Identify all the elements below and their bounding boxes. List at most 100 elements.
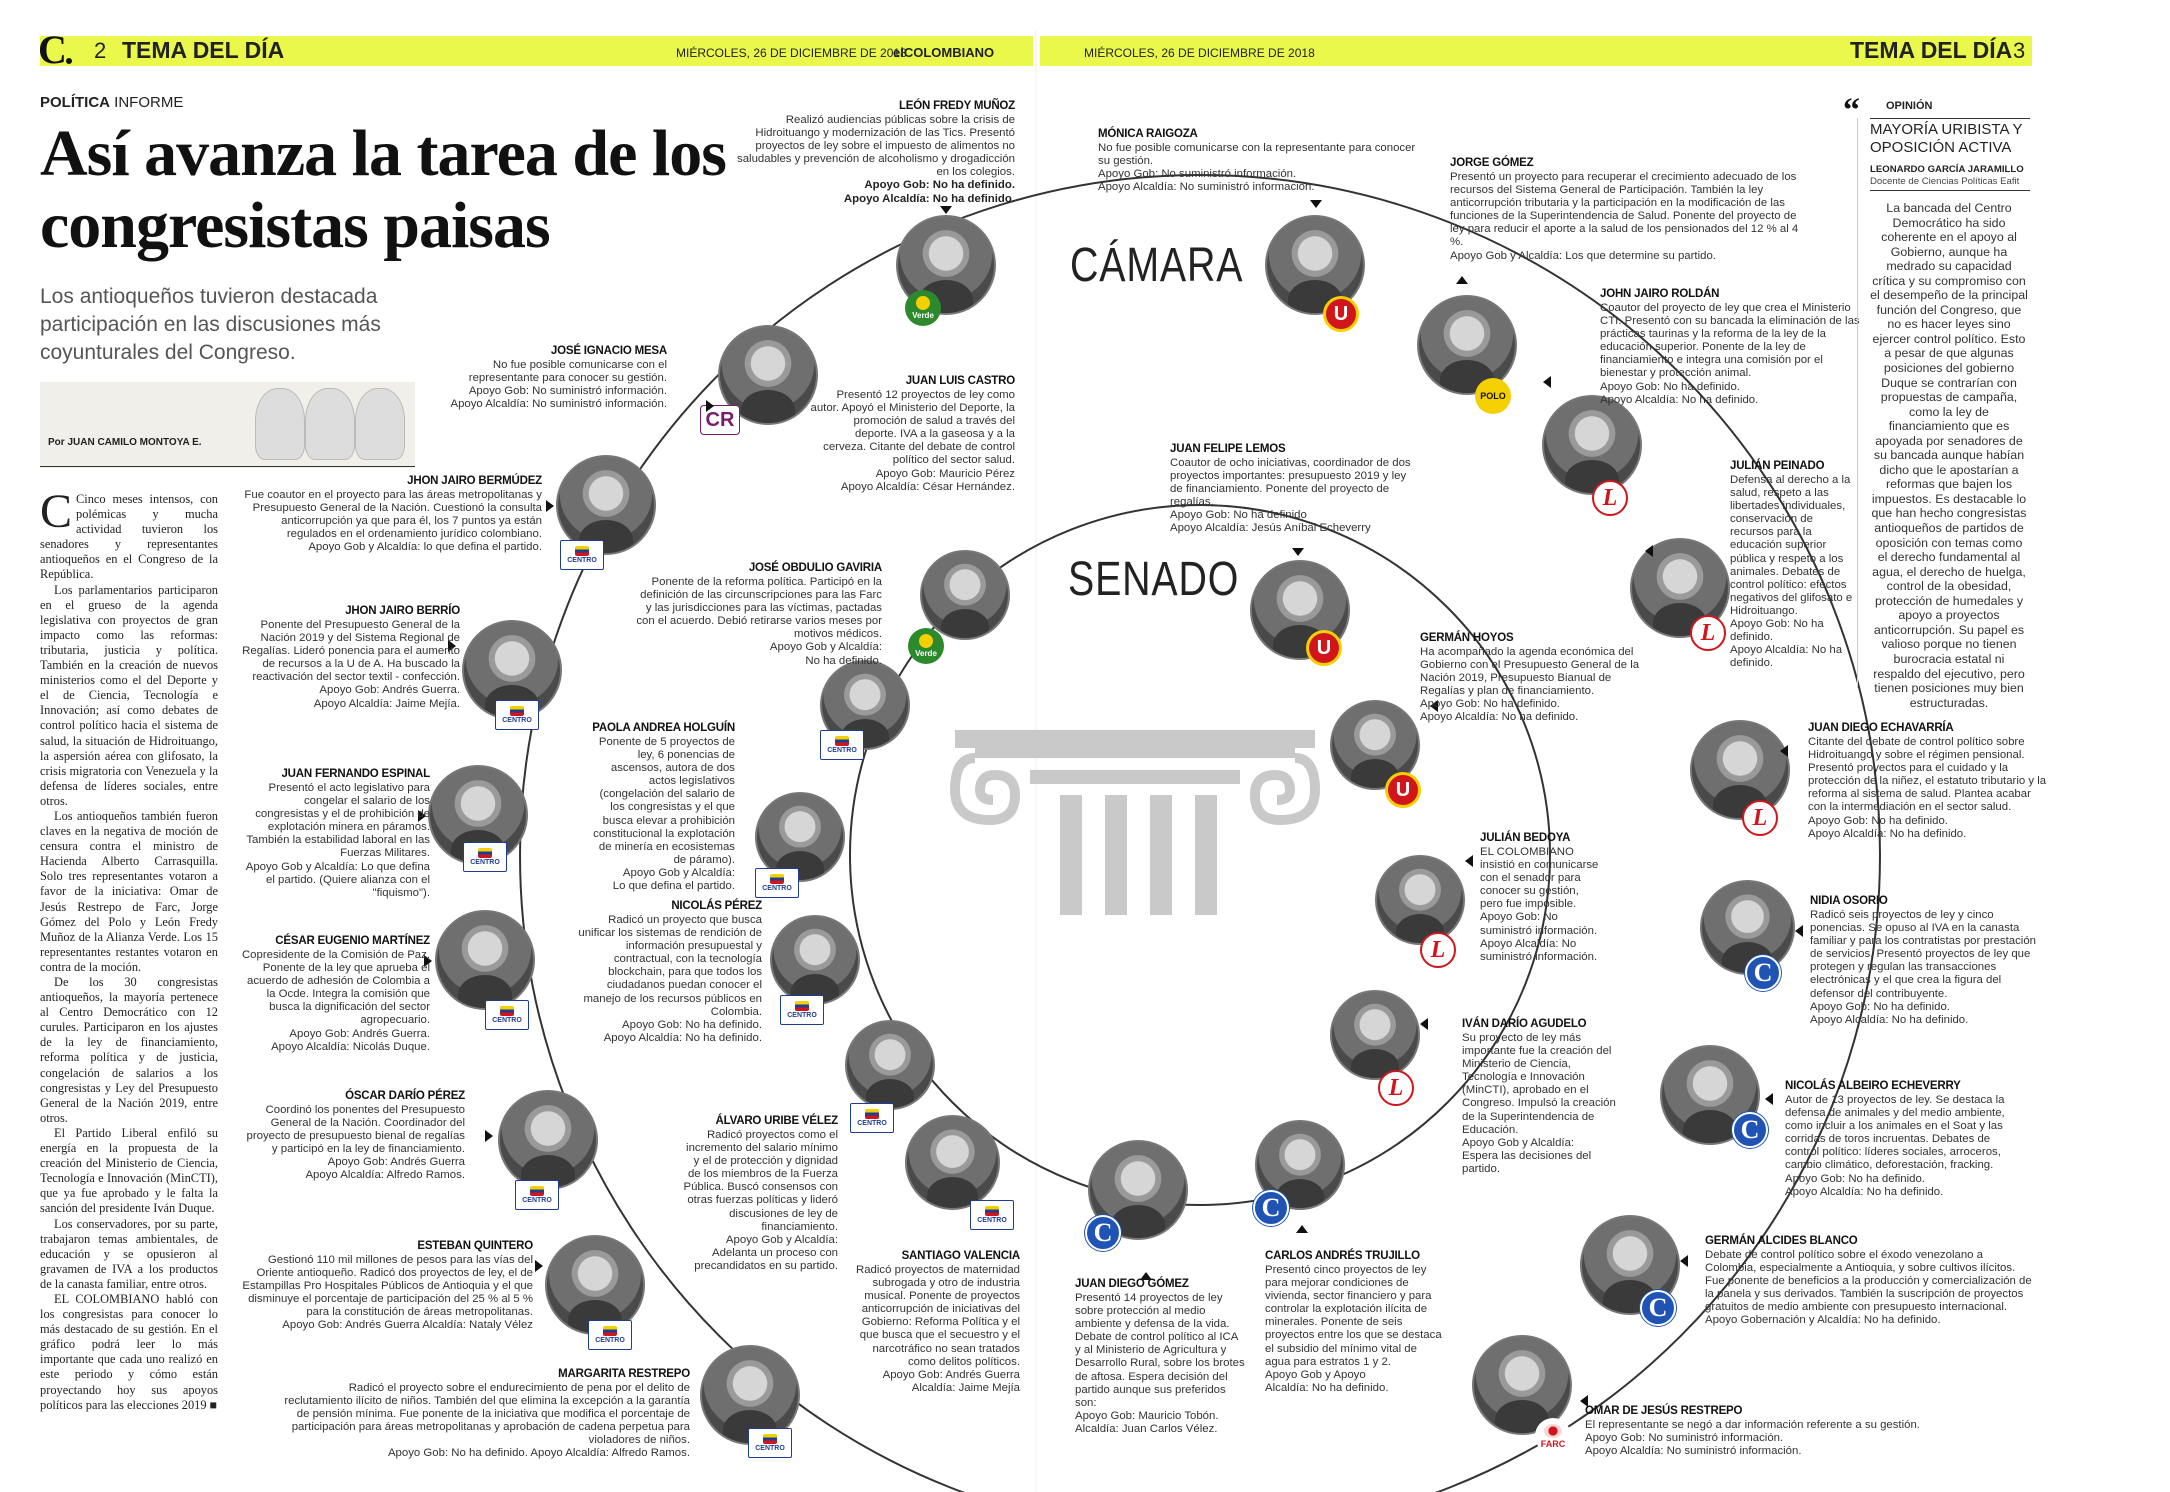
profile-juan-diego-gomez: JUAN DIEGO GÓMEZ Presentó 14 proyectos d… bbox=[1075, 1278, 1245, 1436]
profile-support-gov: Apoyo Gob y Alcaldía: lo que defina el p… bbox=[308, 541, 542, 554]
profile-name: NICOLÁS ALBEIRO ECHEVERRY bbox=[1785, 1080, 1961, 1092]
profile-description: Presentó el acto legislativo para congel… bbox=[246, 782, 430, 860]
profile-description: No fue posible comunicarse con el repres… bbox=[468, 359, 667, 385]
centro-party-icon: CENTRO bbox=[820, 730, 864, 760]
profile-name: CARLOS ANDRÉS TRUJILLO bbox=[1265, 1250, 1420, 1262]
profile-name: JUAN FERNANDO ESPINAL bbox=[281, 768, 430, 780]
profile-support-city: No ha definido. bbox=[805, 654, 882, 667]
profile-description: Radicó el proyecto sobre el endurecimien… bbox=[284, 1382, 690, 1447]
pointer-arrow bbox=[485, 1130, 493, 1142]
pointer-arrow bbox=[1310, 200, 1322, 208]
quote-icon: “ bbox=[1843, 92, 1860, 129]
page-number-right: 3 bbox=[2013, 38, 2026, 63]
date-left: MIÉRCOLES, 26 DE DICIEMBRE DE 2018 bbox=[676, 46, 907, 60]
profile-support-gov: Apoyo Gob: Andrés Guerra bbox=[327, 1156, 465, 1169]
portrait-nicolas-perez bbox=[770, 915, 860, 1005]
profile-juan-felipe-lemos: JUAN FELIPE LEMOS Coautor de ocho inicia… bbox=[1170, 443, 1420, 536]
centro-party-icon: CENTRO bbox=[495, 700, 539, 730]
portrait-santiago-valencia bbox=[905, 1115, 1000, 1210]
profile-omar-de-jesus-restrepo: OMAR DE JESÚS RESTREPO El representante … bbox=[1585, 1405, 2005, 1458]
profile-support-city: Apoyo Alcaldía: Jesús Aníbal Echeverry bbox=[1170, 522, 1371, 535]
profile-description: EL COLOMBIANO insistió en comunicarse co… bbox=[1480, 846, 1599, 911]
profile-support-gov: Apoyo Gob y Alcaldía: bbox=[1462, 1136, 1575, 1149]
opinion-divider bbox=[1857, 118, 1858, 688]
body-paragraph: Los antioqueños también fueron claves en… bbox=[40, 808, 218, 974]
portrait-nidia-osorio bbox=[1700, 880, 1795, 975]
pointer-arrow bbox=[1296, 1225, 1308, 1233]
pointer-arrow bbox=[1140, 1272, 1152, 1280]
profile-name: GERMÁN HOYOS bbox=[1420, 632, 1514, 644]
profile-description: No fue posible comunicarse con la repres… bbox=[1098, 142, 1416, 168]
profile-support-city: Alcaldía: Jaime Mejía bbox=[911, 1381, 1020, 1394]
profile-support-city: Adelanta un proceso con precandidatos en… bbox=[694, 1246, 838, 1272]
profile-julian-bedoya: JULIÁN BEDOYA EL COLOMBIANO insistió en … bbox=[1480, 832, 1600, 964]
profile-support-gov: Apoyo Gob: No ha definido. bbox=[1808, 814, 1948, 827]
profile-support-gov: Apoyo Gob y Alcaldía: bbox=[622, 866, 735, 879]
divider bbox=[1870, 190, 2030, 191]
portrait-cesar-eugenio-martinez bbox=[435, 910, 535, 1010]
portrait-jorge-gomez bbox=[1417, 295, 1517, 395]
profile-german-alcides-blanco: GERMÁN ALCIDES BLANCO Debate de control … bbox=[1705, 1235, 2035, 1328]
portrait-juan-diego-gomez bbox=[1088, 1140, 1188, 1240]
divider bbox=[1870, 118, 2030, 119]
profile-support-city: Apoyo Alcaldía: Alfredo Ramos. bbox=[305, 1169, 465, 1182]
profile-support-gov: Apoyo Gob y Alcaldía: Los que determine … bbox=[1450, 249, 1716, 262]
brand-name: elCOLOMBIANO bbox=[893, 45, 995, 60]
profile-support-gov: Apoyo Gob: Andrés Guerra bbox=[882, 1368, 1020, 1381]
profile-support-city: Apoyo Alcaldía: No ha definido. bbox=[1730, 644, 1843, 670]
profile-support-city: Alcaldía: No ha definido. bbox=[1265, 1381, 1389, 1394]
profile-support-city: Apoyo Alcaldía: No ha definido. bbox=[1810, 1013, 1969, 1026]
pointer-arrow bbox=[1420, 1018, 1428, 1030]
profile-support-gov: Apoyo Gob: No ha definido. Apoyo Alcaldí… bbox=[387, 1447, 690, 1460]
logo-dot bbox=[66, 58, 72, 64]
pointer-arrow bbox=[418, 810, 426, 822]
profile-jhon-jairo-bermudez: JHON JAIRO BERMÚDEZ Fue coautor en el pr… bbox=[242, 475, 542, 554]
portrait-julian-bedoya bbox=[1375, 855, 1465, 945]
profile-description: Ponente de la reforma política. Particip… bbox=[636, 576, 882, 641]
profile-carlos-andres-trujillo: CARLOS ANDRÉS TRUJILLO Presentó cinco pr… bbox=[1265, 1250, 1445, 1395]
author-face bbox=[255, 388, 305, 460]
profile-name: LEÓN FREDY MUÑOZ bbox=[898, 100, 1015, 112]
profile-description: Presentó 12 proyectos de ley como autor.… bbox=[810, 389, 1015, 467]
body-paragraph: Cinco meses intensos, con polémicas y mu… bbox=[40, 492, 218, 582]
page-gutter bbox=[1035, 30, 1037, 1492]
profile-name: JOSÉ IGNACIO MESA bbox=[550, 345, 667, 357]
section-title-right: TEMA DEL DÍA bbox=[1850, 37, 2013, 63]
profile-description: Citante del debate de control político s… bbox=[1808, 736, 2047, 814]
profile-support-gov: Apoyo Gob y Alcaldía: Lo que defina el p… bbox=[245, 860, 430, 899]
centro-party-icon: CENTRO bbox=[485, 1000, 529, 1030]
profile-support-gov: Apoyo Gob: Mauricio Tobón. bbox=[1075, 1409, 1219, 1422]
pointer-arrow bbox=[1795, 925, 1803, 937]
profile-support-city: Apoyo Alcaldía: No ha definido. bbox=[1600, 393, 1759, 406]
profile-description: Su proyecto de ley más importante fue la… bbox=[1462, 1032, 1616, 1136]
pointer-arrow bbox=[940, 206, 952, 214]
headline: Así avanza la tarea de los congresistas … bbox=[40, 117, 727, 262]
u-party-icon: U bbox=[1323, 296, 1359, 332]
portrait-alvaro-uribe-velez bbox=[845, 1020, 935, 1110]
profile-description: Presentó cinco proyectos de ley para mej… bbox=[1265, 1264, 1442, 1368]
portrait-nicolas-albeiro-echeverry bbox=[1660, 1045, 1760, 1145]
profile-name: JOHN JAIRO ROLDÁN bbox=[1600, 288, 1720, 300]
profile-support-gov: Apoyo Gob: Andrés Guerra Alcaldía: Natal… bbox=[282, 1319, 533, 1332]
profile-support-city: Lo que defina el partido. bbox=[612, 880, 735, 893]
profile-jose-ignacio-mesa: JOSÉ IGNACIO MESA No fue posible comunic… bbox=[420, 345, 667, 411]
profile-ivan-dario-agudelo: IVÁN DARÍO AGUDELO Su proyecto de ley má… bbox=[1462, 1018, 1627, 1176]
profile-description: Realizó audiencias públicas sobre la cri… bbox=[737, 114, 1015, 179]
opinion-body: La bancada del Centro Democrático ha sid… bbox=[1870, 201, 2028, 710]
profile-name: JUAN DIEGO ECHAVARRÍA bbox=[1808, 722, 1954, 734]
centro-party-icon: CENTRO bbox=[780, 995, 824, 1025]
profile-support-gov: Apoyo Gob: Andrés Guerra. bbox=[289, 1027, 430, 1040]
profile-support-gov: Apoyo Gob: No ha definido. bbox=[1730, 618, 1824, 644]
profile-german-hoyos: GERMÁN HOYOS Ha acompañado la agenda eco… bbox=[1420, 632, 1650, 725]
profile-nicolas-perez: NICOLÁS PÉREZ Radicó un proyecto que bus… bbox=[572, 900, 762, 1045]
profile-description: Radicó seis proyectos de ley y cinco pon… bbox=[1810, 909, 2037, 1000]
profile-support-gov: Apoyo Gob: Andrés Guerra. bbox=[319, 684, 460, 697]
portrait-juan-diego-echavarria bbox=[1690, 720, 1790, 820]
drop-cap: C bbox=[40, 485, 73, 538]
profile-support-gov: Apoyo Gob: No ha definido. bbox=[1600, 380, 1740, 393]
section-title-left: TEMA DEL DÍA bbox=[122, 37, 285, 63]
centro-party-icon: CENTRO bbox=[970, 1200, 1014, 1230]
profile-support-gov: Apoyo Gob y Apoyo bbox=[1265, 1368, 1366, 1381]
profile-name: JUAN FELIPE LEMOS bbox=[1170, 443, 1286, 455]
profile-support-city: Apoyo Alcaldía: No suministró informació… bbox=[1585, 1445, 1802, 1458]
